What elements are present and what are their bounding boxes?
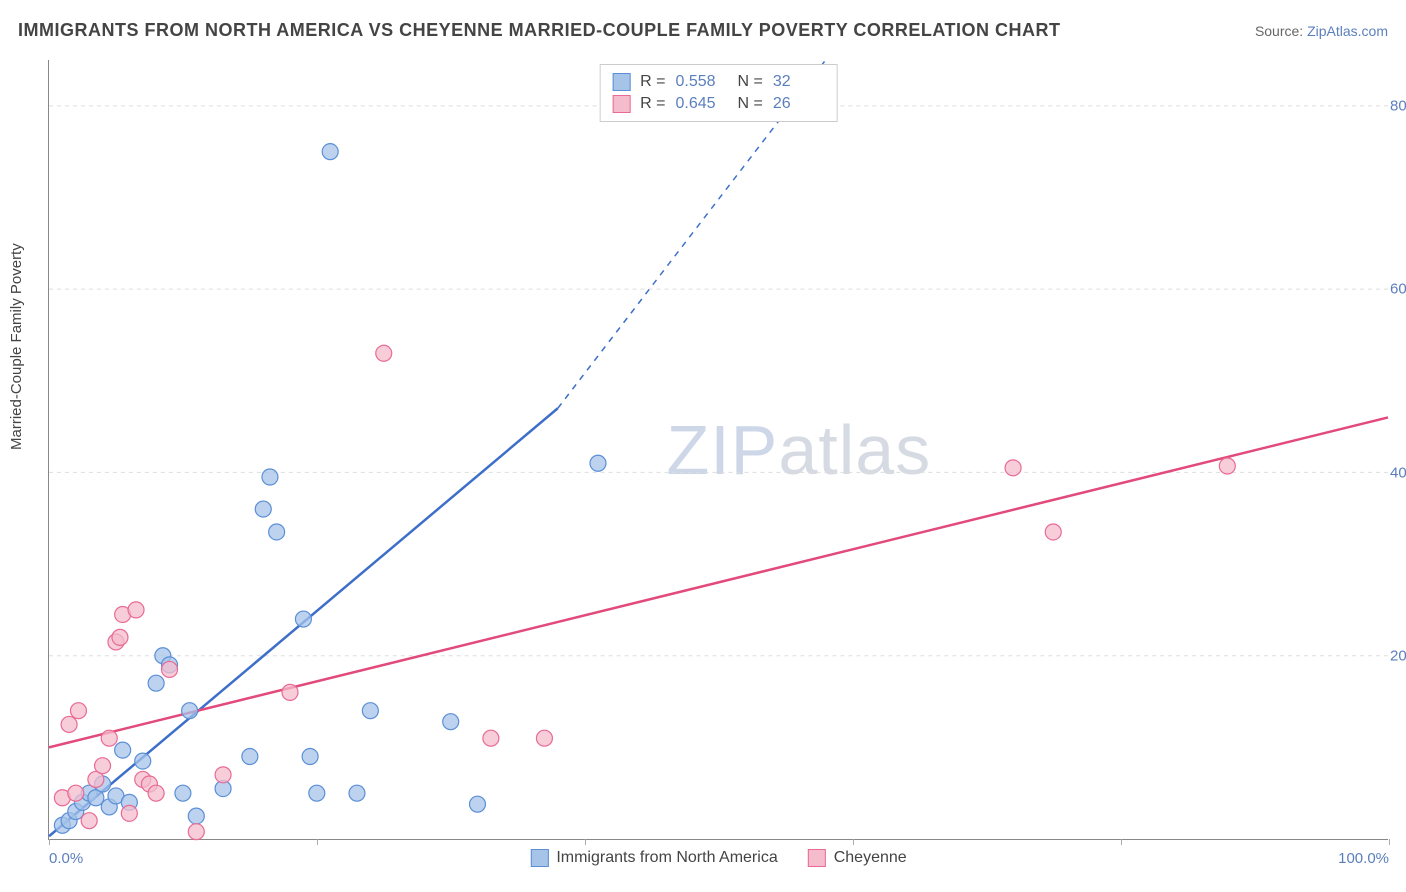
data-point [469, 796, 485, 812]
x-tick-mark [49, 839, 50, 845]
plot-area: ZIPatlas R = 0.558 N = 32 R = 0.645 N = … [48, 60, 1388, 840]
data-point [148, 785, 164, 801]
source-link[interactable]: ZipAtlas.com [1307, 23, 1388, 39]
data-point [295, 611, 311, 627]
x-tick-label: 0.0% [49, 850, 83, 867]
r-value-0: 0.558 [676, 73, 728, 91]
data-point [262, 469, 278, 485]
data-point [1005, 460, 1021, 476]
n-value-0: 32 [773, 73, 825, 91]
legend-bottom-label-1: Cheyenne [834, 849, 907, 867]
data-point [536, 730, 552, 746]
data-point [115, 742, 131, 758]
data-point [162, 661, 178, 677]
r-label-0: R = [640, 73, 665, 91]
data-point [81, 813, 97, 829]
data-point [282, 684, 298, 700]
data-point [302, 749, 318, 765]
x-tick-mark [317, 839, 318, 845]
r-value-1: 0.645 [676, 95, 728, 113]
y-tick-label: 60.0% [1390, 281, 1406, 298]
y-tick-label: 40.0% [1390, 464, 1406, 481]
legend-item-0: Immigrants from North America [530, 849, 777, 867]
data-point [135, 753, 151, 769]
data-point [376, 345, 392, 361]
data-point [1045, 524, 1061, 540]
chart-title: IMMIGRANTS FROM NORTH AMERICA VS CHEYENN… [18, 20, 1061, 41]
y-tick-label: 20.0% [1390, 648, 1406, 665]
data-point [349, 785, 365, 801]
chart-svg [49, 60, 1388, 839]
title-bar: IMMIGRANTS FROM NORTH AMERICA VS CHEYENN… [18, 20, 1388, 41]
x-tick-label: 100.0% [1338, 850, 1389, 867]
data-point [70, 703, 86, 719]
legend-bottom-swatch-0 [530, 849, 548, 867]
data-point [483, 730, 499, 746]
data-point [188, 808, 204, 824]
n-value-1: 26 [773, 95, 825, 113]
data-point [95, 758, 111, 774]
legend-swatch-1 [612, 95, 630, 113]
data-point [112, 629, 128, 645]
y-tick-label: 80.0% [1390, 97, 1406, 114]
x-tick-mark [853, 839, 854, 845]
n-label-1: N = [738, 95, 763, 113]
data-point [61, 716, 77, 732]
x-tick-mark [585, 839, 586, 845]
data-point [1219, 458, 1235, 474]
data-point [148, 675, 164, 691]
data-point [68, 785, 84, 801]
x-tick-mark [1389, 839, 1390, 845]
data-point [590, 455, 606, 471]
source-label: Source: [1255, 23, 1303, 39]
data-point [255, 501, 271, 517]
legend-item-1: Cheyenne [808, 849, 907, 867]
data-point [269, 524, 285, 540]
source-attribution: Source: ZipAtlas.com [1255, 23, 1388, 39]
data-point [182, 703, 198, 719]
legend-bottom-label-0: Immigrants from North America [556, 849, 777, 867]
data-point [309, 785, 325, 801]
legend-row-series-1: R = 0.645 N = 26 [612, 93, 825, 115]
data-point [215, 767, 231, 783]
data-point [322, 144, 338, 160]
data-point [128, 602, 144, 618]
data-point [443, 714, 459, 730]
data-point [188, 824, 204, 840]
legend-bottom-swatch-1 [808, 849, 826, 867]
data-point [175, 785, 191, 801]
legend-row-series-0: R = 0.558 N = 32 [612, 71, 825, 93]
data-point [121, 805, 137, 821]
legend-correlation: R = 0.558 N = 32 R = 0.645 N = 26 [599, 64, 838, 122]
y-axis-label: Married-Couple Family Poverty [8, 243, 25, 450]
n-label-0: N = [738, 73, 763, 91]
legend-series: Immigrants from North America Cheyenne [530, 849, 906, 867]
legend-swatch-0 [612, 73, 630, 91]
data-point [101, 730, 117, 746]
x-tick-mark [1121, 839, 1122, 845]
data-point [242, 749, 258, 765]
r-label-1: R = [640, 95, 665, 113]
data-point [362, 703, 378, 719]
